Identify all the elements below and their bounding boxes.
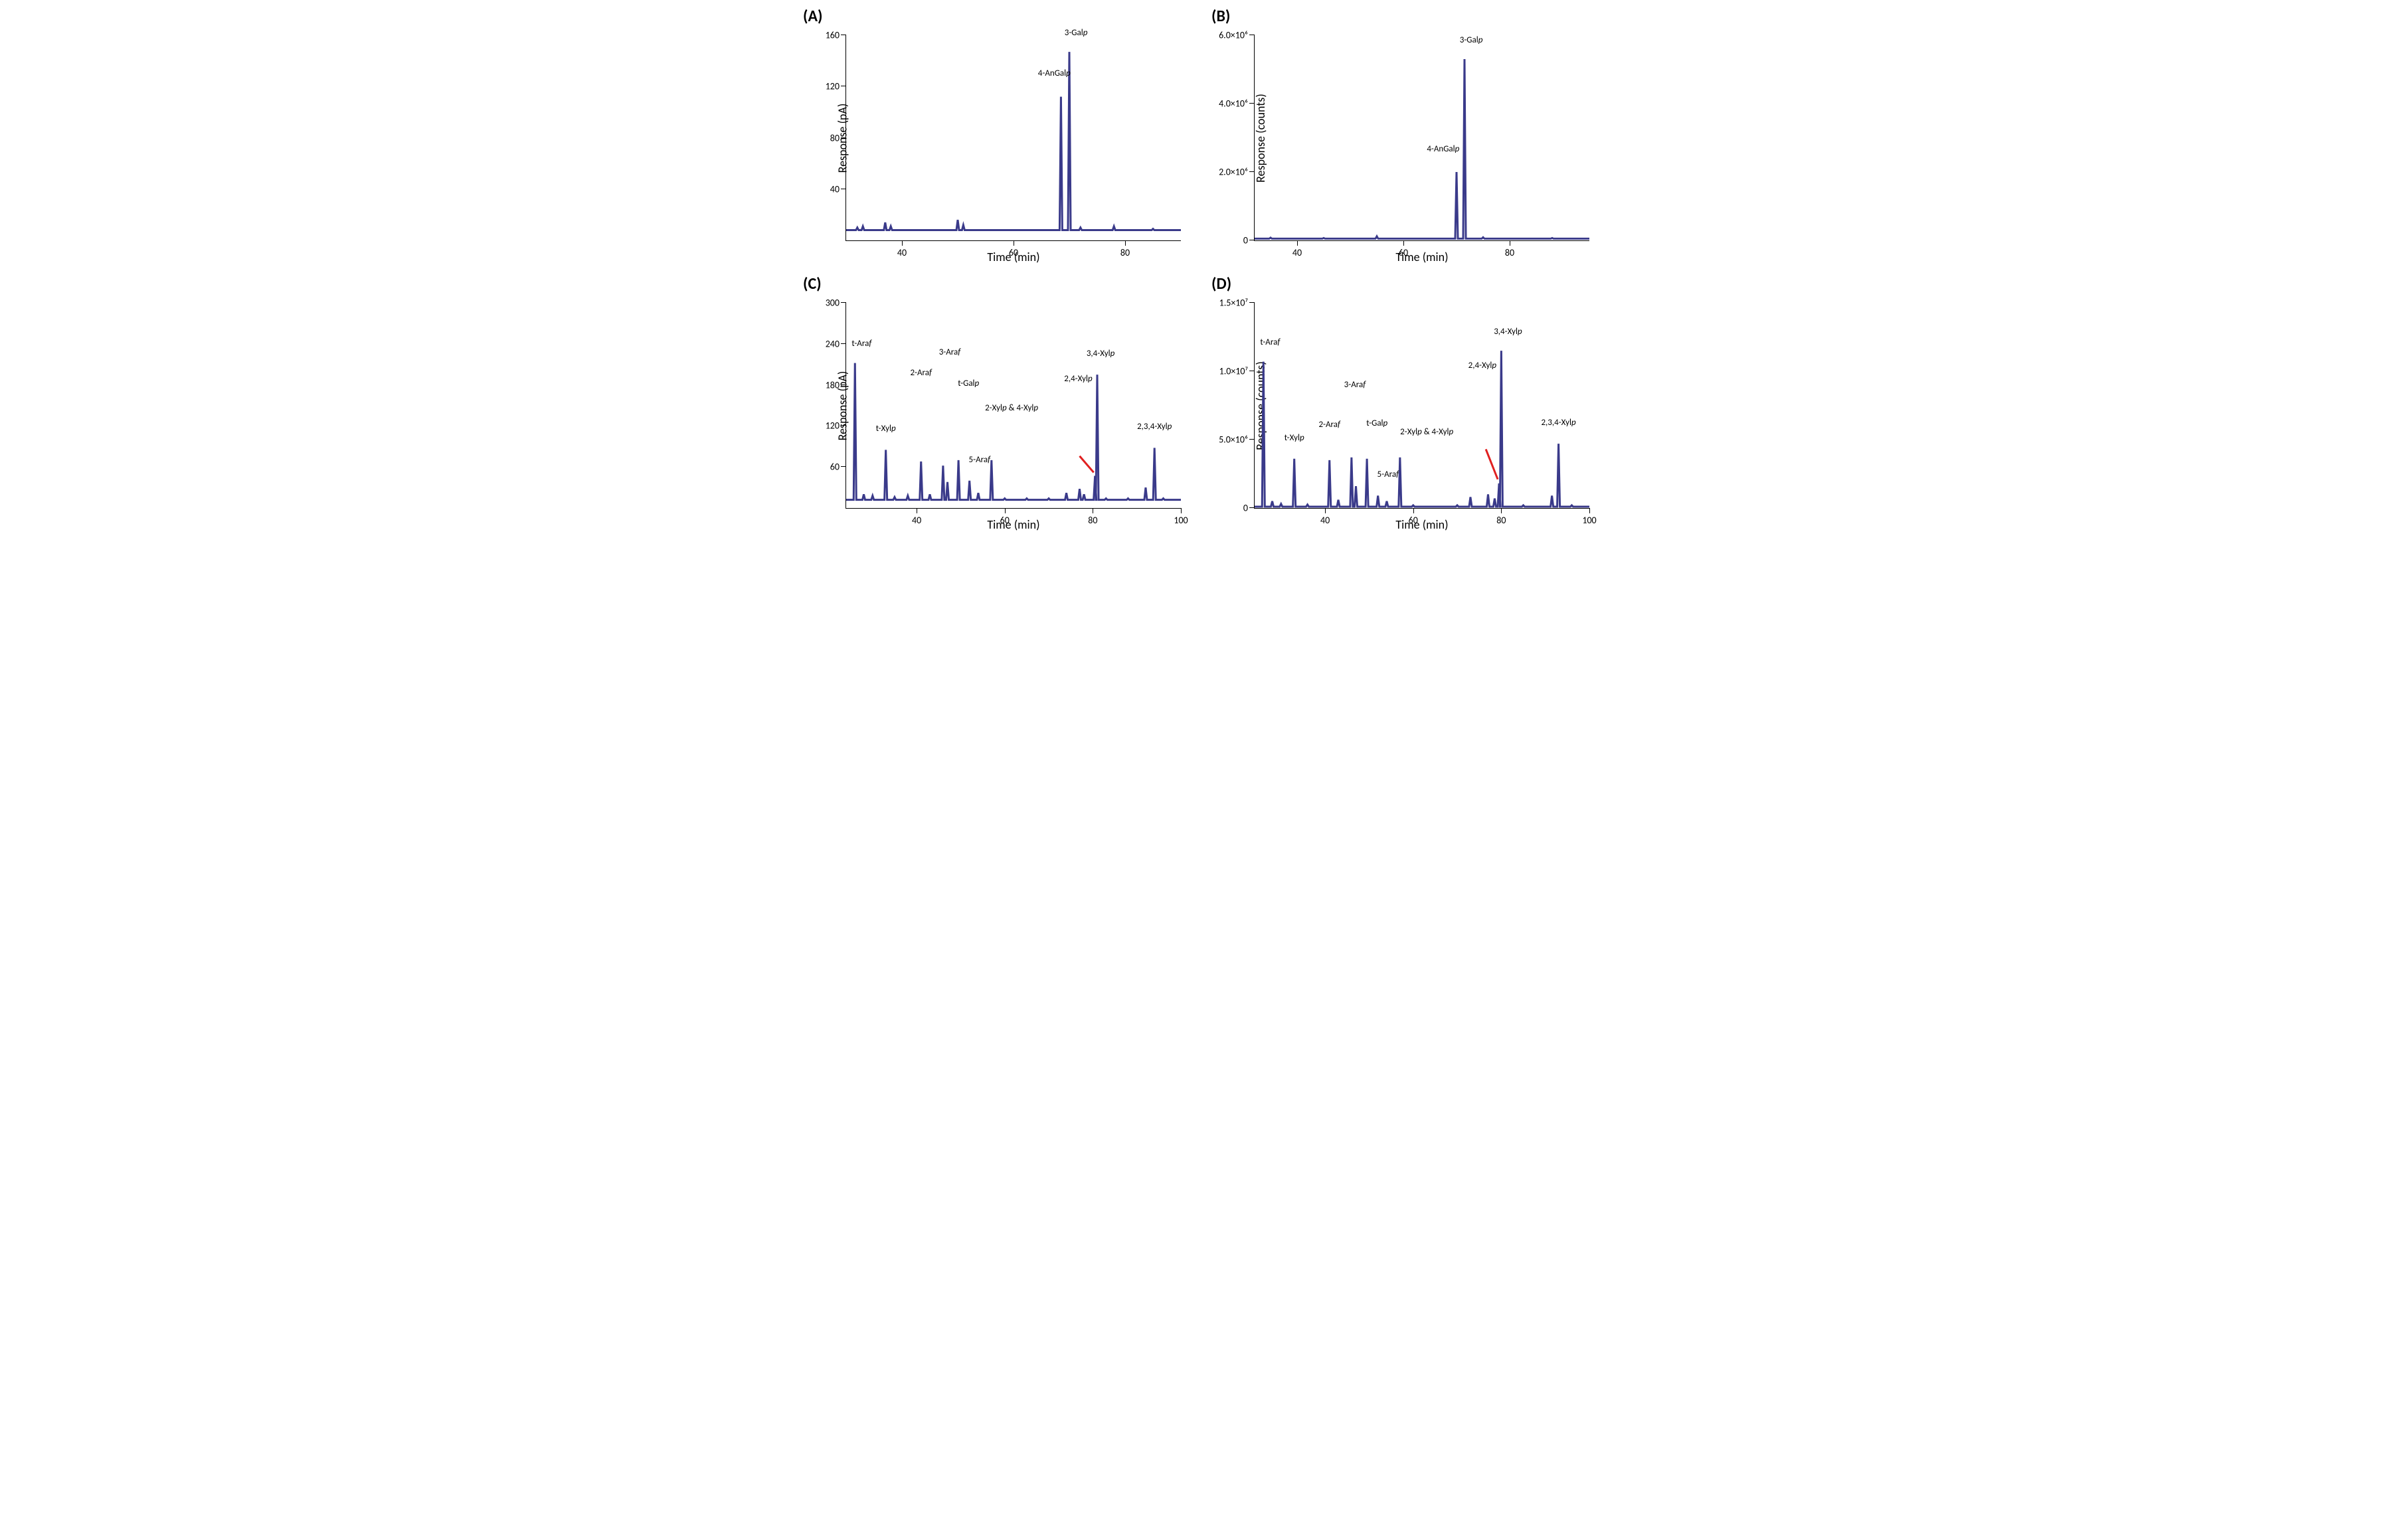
ytick-label: 80: [830, 132, 840, 143]
pointer-line: [1486, 449, 1498, 479]
ytick-label: 300: [826, 298, 840, 309]
xtick-label: 40: [897, 247, 907, 258]
ytick-label: 240: [826, 338, 840, 349]
ytick-label: 0: [1243, 503, 1248, 514]
xtick: [1589, 508, 1590, 513]
peak-label: t-Galp: [958, 379, 979, 388]
peak-label: 4-AnGalp: [1427, 144, 1459, 154]
ytick-label: 1.5×10⁷: [1219, 298, 1248, 309]
xtick-label: 100: [1174, 515, 1188, 526]
peak-label: t-Araf: [1260, 337, 1280, 347]
xtick: [1501, 508, 1502, 513]
peak-label: 4-AnGalp: [1038, 68, 1071, 78]
peak-label: 2,3,4-Xylp: [1541, 418, 1575, 428]
peak-label: 2-Xylp & 4-Xylp: [1400, 427, 1453, 437]
ytick: [1249, 439, 1255, 440]
xtick-label: 100: [1582, 515, 1596, 526]
ytick-label: 120: [826, 81, 840, 92]
peak-label: 3-Araf: [1344, 380, 1366, 390]
xtick-label: 80: [1496, 515, 1506, 526]
xtick: [1297, 240, 1298, 246]
xtick-label: 80: [1088, 515, 1097, 526]
chart-C: Response (pA) Time (min) 601201802403004…: [845, 296, 1188, 509]
peak-label: 2,4-Xylp: [1468, 361, 1496, 371]
panel-label-C: (C): [803, 274, 1188, 294]
xtick: [1325, 508, 1326, 513]
panel-label-A: (A): [803, 7, 1188, 26]
xtick-label: 60: [1000, 515, 1010, 526]
xtick-label: 80: [1120, 247, 1130, 258]
xtick-label: 80: [1505, 247, 1514, 258]
plot-A: Response (pA) Time (min) 408012016040608…: [845, 35, 1181, 241]
plot-B: Response (counts) Time (min) 02.0×10⁶4.0…: [1254, 35, 1589, 241]
xtick: [1005, 508, 1006, 513]
panel-B: (B) Response (counts) Time (min) 02.0×10…: [1207, 7, 1596, 268]
xtick-label: 40: [1320, 515, 1330, 526]
peak-label: 3-Araf: [939, 347, 961, 357]
ytick-label: 1.0×10⁷: [1219, 366, 1248, 377]
xtick-label: 60: [1009, 247, 1018, 258]
peak-label: 5-Araf: [969, 455, 991, 465]
xtick: [902, 240, 903, 246]
peak-label: t-Xylp: [1285, 433, 1304, 443]
ytick-label: 180: [826, 379, 840, 390]
panel-A: (A) Response (pA) Time (min) 40801201604…: [799, 7, 1188, 268]
ytick: [841, 425, 846, 426]
peak-label: t-Galp: [1366, 418, 1387, 428]
ytick: [841, 466, 846, 467]
chart-B: Response (counts) Time (min) 02.0×10⁶4.0…: [1254, 29, 1596, 241]
multi-panel-chromatogram: (A) Response (pA) Time (min) 40801201604…: [799, 7, 1596, 535]
peak-label: 3,4-Xylp: [1087, 349, 1114, 359]
peak-label: 5-Araf: [1377, 470, 1399, 479]
pointer-line: [1079, 456, 1093, 473]
peak-label: t-Araf: [851, 339, 871, 349]
peak-label: 3,4-Xylp: [1494, 327, 1522, 337]
chromatogram-trace: [1255, 35, 1589, 240]
ytick-label: 40: [830, 183, 840, 195]
chart-D: Response (counts) Time (min) 05.0×10⁶1.0…: [1254, 296, 1596, 509]
ytick-label: 5.0×10⁶: [1219, 434, 1248, 446]
panel-D: (D) Response (counts) Time (min) 05.0×10…: [1207, 274, 1596, 535]
ytick-label: 0: [1243, 235, 1248, 246]
ytick: [1249, 103, 1255, 104]
chromatogram-trace: [1255, 303, 1589, 508]
xtick-label: 40: [912, 515, 921, 526]
chromatogram-trace: [846, 35, 1181, 240]
ytick-label: 2.0×10⁶: [1219, 167, 1248, 178]
plot-C: Response (pA) Time (min) 601201802403004…: [845, 303, 1181, 509]
xlabel-D: Time (min): [1395, 517, 1448, 532]
xtick-label: 60: [1409, 515, 1418, 526]
peak-label: 2,3,4-Xylp: [1137, 422, 1172, 432]
ytick: [841, 302, 846, 303]
xtick-label: 60: [1399, 247, 1408, 258]
xlabel-C: Time (min): [987, 517, 1039, 532]
peak-label: 2,4-Xylp: [1064, 374, 1092, 384]
ytick-label: 60: [830, 462, 840, 473]
xtick: [1413, 508, 1414, 513]
ytick-label: 6.0×10⁶: [1219, 30, 1248, 41]
panel-label-B: (B): [1211, 7, 1596, 26]
ytick: [841, 343, 846, 344]
ytick: [1249, 302, 1255, 303]
xtick: [1181, 508, 1182, 513]
peak-label: 3-Galp: [1460, 35, 1483, 45]
peak-label: 2-Xylp & 4-Xylp: [985, 403, 1038, 413]
ytick-label: 160: [826, 30, 840, 41]
chart-A: Response (pA) Time (min) 408012016040608…: [845, 29, 1188, 241]
peak-label: t-Xylp: [876, 424, 896, 434]
ytick-label: 120: [826, 420, 840, 432]
peak-label: 3-Galp: [1065, 28, 1088, 38]
panel-C: (C) Response (pA) Time (min) 60120180240…: [799, 274, 1188, 535]
ytick: [1249, 171, 1255, 172]
ytick: [1249, 507, 1255, 508]
xtick-label: 40: [1292, 247, 1302, 258]
ytick: [841, 137, 846, 138]
peak-label: 2-Araf: [1318, 420, 1340, 430]
xtick: [1403, 240, 1404, 246]
xtick: [1125, 240, 1126, 246]
ytick-label: 4.0×10⁶: [1219, 98, 1248, 110]
panel-label-D: (D): [1211, 274, 1596, 294]
plot-D: Response (counts) Time (min) 05.0×10⁶1.0…: [1254, 303, 1589, 509]
peak-label: 2-Araf: [910, 368, 932, 378]
